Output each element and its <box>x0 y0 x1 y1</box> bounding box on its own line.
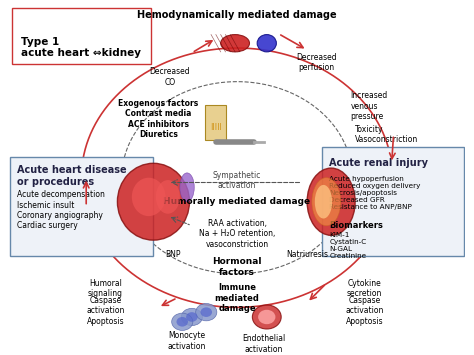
Text: Exogenous factors
Contrast media
ACE inhibitors
Diuretics: Exogenous factors Contrast media ACE inh… <box>118 99 198 139</box>
Ellipse shape <box>258 310 275 324</box>
Ellipse shape <box>315 185 332 219</box>
Text: Immune
mediated
damage: Immune mediated damage <box>215 283 259 313</box>
Ellipse shape <box>186 312 198 322</box>
Ellipse shape <box>176 317 188 327</box>
Text: Sympathetic
activation: Sympathetic activation <box>213 171 261 190</box>
Ellipse shape <box>257 34 276 52</box>
Ellipse shape <box>132 178 165 216</box>
Text: Humoral
signaling: Humoral signaling <box>88 279 123 298</box>
Text: Increased
venous
pressure: Increased venous pressure <box>350 91 388 121</box>
Ellipse shape <box>156 180 180 214</box>
Ellipse shape <box>118 163 190 240</box>
Text: Acute renal injury: Acute renal injury <box>329 158 428 169</box>
Text: Decreased
CO: Decreased CO <box>149 67 190 87</box>
Text: Caspase
activation
Apoptosis: Caspase activation Apoptosis <box>86 296 125 326</box>
FancyBboxPatch shape <box>205 105 227 140</box>
Text: Decreased
perfusion: Decreased perfusion <box>296 53 337 72</box>
Text: Biomarkers: Biomarkers <box>329 221 383 230</box>
FancyBboxPatch shape <box>322 147 464 256</box>
Text: Humorally mediated damage: Humorally mediated damage <box>164 197 310 206</box>
Text: KIM-1
Cystatin-C
N-GAL
Creatinine: KIM-1 Cystatin-C N-GAL Creatinine <box>329 233 366 260</box>
Ellipse shape <box>201 307 212 317</box>
Text: Type 1
acute heart ⇔kidney: Type 1 acute heart ⇔kidney <box>21 37 141 58</box>
Ellipse shape <box>252 305 281 329</box>
FancyBboxPatch shape <box>10 157 154 256</box>
Text: Hormonal
factors: Hormonal factors <box>212 257 262 277</box>
Text: |||||: ||||| <box>210 123 222 130</box>
Text: Acute decompensation
Ischemic insult
Coronary angiography
Cardiac surgery: Acute decompensation Ischemic insult Cor… <box>17 190 105 230</box>
Text: Hemodynamically mediated damage: Hemodynamically mediated damage <box>137 10 337 20</box>
FancyBboxPatch shape <box>12 8 151 64</box>
Text: Endothelial
activation: Endothelial activation <box>242 334 285 354</box>
Ellipse shape <box>196 304 217 321</box>
Ellipse shape <box>180 173 194 202</box>
Text: BNP: BNP <box>165 250 181 259</box>
Text: Cytokine
secretion: Cytokine secretion <box>347 279 383 298</box>
Text: Acute hypoperfusion
Reduced oxygen delivery
Necrosis/apoptosis
Decreased GFR
Res: Acute hypoperfusion Reduced oxygen deliv… <box>329 176 420 210</box>
Ellipse shape <box>307 168 355 235</box>
Text: Natriuresis: Natriuresis <box>286 250 328 259</box>
Ellipse shape <box>181 308 202 326</box>
Text: RAA activation,
Na + H₂O retention,
vasoconstriction: RAA activation, Na + H₂O retention, vaso… <box>199 219 275 249</box>
Ellipse shape <box>172 313 193 331</box>
Text: Acute heart disease
or procedures: Acute heart disease or procedures <box>17 165 127 187</box>
Text: Monocyte
activation: Monocyte activation <box>168 331 206 351</box>
Text: Toxicity
Vasoconstriction: Toxicity Vasoconstriction <box>355 125 419 144</box>
Text: Caspase
activation
Apoptosis: Caspase activation Apoptosis <box>346 296 384 326</box>
Ellipse shape <box>312 178 341 226</box>
Ellipse shape <box>221 34 249 52</box>
